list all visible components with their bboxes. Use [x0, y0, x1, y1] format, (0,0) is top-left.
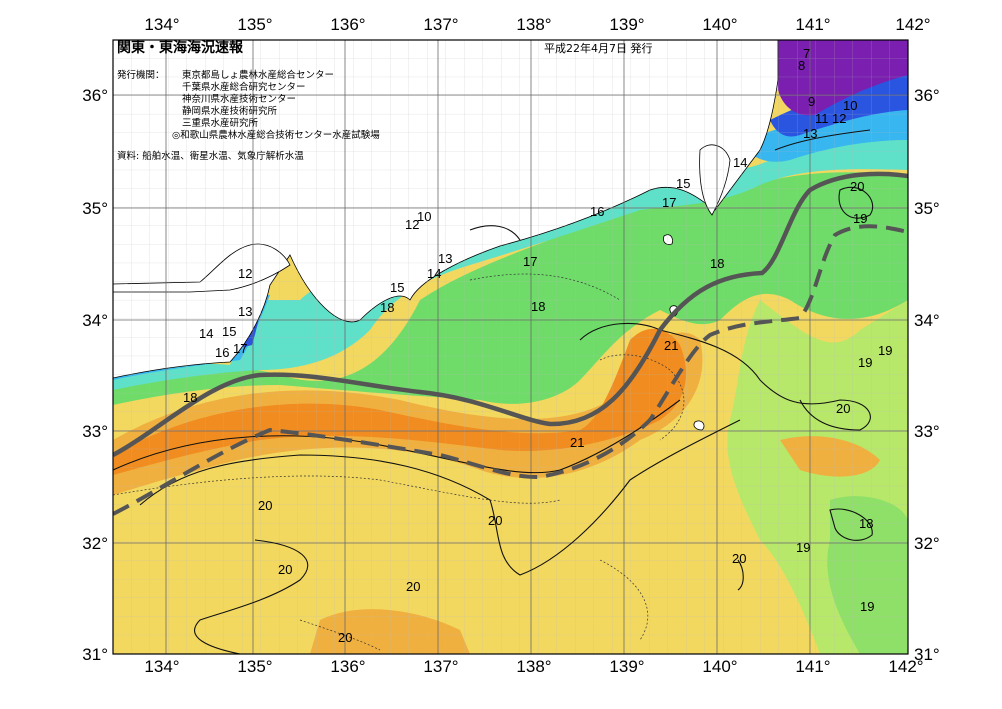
kuroshio-axis-current	[113, 171, 908, 457]
contour-label-16: 16	[215, 345, 229, 360]
lon-axis-bottom: 134° 135° 136° 137° 138° 139° 140° 141° …	[144, 657, 923, 676]
contour-label-9: 9	[808, 94, 815, 109]
contour-label-17: 17	[662, 195, 676, 210]
lat-tick-35-right: 35°	[914, 199, 940, 218]
lat-tick-34: 34°	[82, 311, 108, 330]
contour-label-19: 19	[860, 599, 874, 614]
lon-tick-139-bottom: 139°	[609, 657, 644, 676]
lat-tick-35: 35°	[82, 199, 108, 218]
contour-label-18: 18	[531, 299, 545, 314]
map-title: 関東・東海海況速報	[117, 39, 244, 56]
contour-label-15: 15	[676, 176, 690, 191]
lon-tick-136: 136°	[330, 15, 365, 34]
lon-tick-136-bottom: 136°	[330, 657, 365, 676]
issuer-1: 東京都島しょ農林水産総合センター	[182, 69, 334, 81]
lat-axis-left: 36° 35° 34° 33° 32° 31°	[82, 86, 108, 664]
issuer-2: 千葉県水産総合研究センター	[182, 81, 306, 93]
contour-label-20: 20	[850, 179, 864, 194]
contour-label-13: 13	[238, 304, 252, 319]
contour-label-15: 15	[390, 280, 404, 295]
lon-tick-137: 137°	[423, 15, 458, 34]
lon-tick-139: 139°	[609, 15, 644, 34]
lat-tick-32-right: 32°	[914, 534, 940, 553]
contour-label-8: 8	[798, 58, 805, 73]
lon-tick-142: 142°	[895, 15, 930, 34]
contour-label-15: 15	[222, 324, 236, 339]
contour-label-14: 14	[733, 155, 747, 170]
contour-labels: 7 8 9 10 11 12 13 14 15 16 17 18 20 19 1…	[183, 46, 892, 645]
contour-label-10: 10	[843, 98, 857, 113]
lon-tick-141-bottom: 141°	[795, 657, 830, 676]
contour-label-12: 12	[405, 217, 419, 232]
lat-tick-33: 33°	[82, 422, 108, 441]
lon-tick-140: 140°	[702, 15, 737, 34]
contour-label-18: 18	[859, 516, 873, 531]
graticule	[113, 40, 908, 654]
contour-label-11: 11	[815, 111, 829, 126]
contour-label-12: 12	[832, 111, 846, 126]
issue-date: 平成22年4月7日 発行	[544, 41, 653, 55]
lat-axis-right: 36° 35° 34° 33° 32° 31°	[914, 86, 940, 664]
isotherms-dotted	[113, 273, 685, 651]
contour-label-12: 12	[238, 266, 252, 281]
lat-tick-36: 36°	[82, 86, 108, 105]
contour-label-14: 14	[427, 266, 441, 281]
contour-label-20: 20	[258, 498, 272, 513]
contour-label-10: 10	[417, 209, 431, 224]
contour-label-20: 20	[732, 551, 746, 566]
contour-label-17: 17	[523, 254, 537, 269]
contour-label-21: 21	[570, 435, 584, 450]
contour-label-19: 19	[858, 355, 872, 370]
lon-tick-141: 141°	[795, 15, 830, 34]
issuer-5: 三重県水産研究所	[182, 117, 259, 129]
lat-tick-31: 31°	[82, 645, 108, 664]
contour-label-7: 7	[803, 46, 810, 61]
contour-label-19: 19	[853, 211, 867, 226]
contour-label-18: 18	[710, 256, 724, 271]
contour-label-21: 21	[664, 338, 678, 353]
contour-label-14: 14	[199, 326, 213, 341]
contour-label-18: 18	[380, 300, 394, 315]
contour-label-16: 16	[590, 204, 604, 219]
map-plot-area: 7 8 9 10 11 12 13 14 15 16 17 18 20 19 1…	[113, 40, 908, 654]
map-frame	[112, 39, 909, 655]
issuer-4: 静岡県水産技術研究所	[182, 105, 278, 117]
contour-label-20: 20	[278, 562, 292, 577]
issuer-label: 発行機関：	[117, 69, 165, 81]
contour-label-13: 13	[803, 126, 817, 141]
lon-tick-138: 138°	[516, 15, 551, 34]
lon-tick-137-bottom: 137°	[423, 657, 458, 676]
contour-label-13: 13	[438, 251, 452, 266]
issuer-6: ◎和歌山県農林水産総合技術センター水産試験場	[172, 129, 380, 141]
lon-tick-135-bottom: 135°	[237, 657, 272, 676]
lon-tick-134: 134°	[144, 15, 179, 34]
lat-tick-32: 32°	[82, 534, 108, 553]
lat-tick-33-right: 33°	[914, 422, 940, 441]
contour-label-20: 20	[338, 630, 352, 645]
lat-tick-34-right: 34°	[914, 311, 940, 330]
lon-tick-135: 135°	[237, 15, 272, 34]
kuroshio-axis-average	[113, 224, 908, 516]
data-source: 資料: 船舶水温、衛星水温、気象庁解析水温	[117, 150, 304, 162]
lon-tick-140-bottom: 140°	[702, 657, 737, 676]
issuer-3: 神奈川県水産技術センター	[182, 93, 296, 105]
lon-tick-134-bottom: 134°	[144, 657, 179, 676]
lat-tick-31-right: 31°	[914, 645, 940, 664]
lat-tick-36-right: 36°	[914, 86, 940, 105]
contour-label-17: 17	[233, 341, 247, 356]
contour-label-20: 20	[836, 401, 850, 416]
lon-axis-top: 134° 135° 136° 137° 138° 139° 140° 141° …	[144, 15, 930, 34]
map-header: 関東・東海海況速報 平成22年4月7日 発行 発行機関： 東京都島しょ農林水産総…	[117, 39, 653, 162]
contour-label-18: 18	[183, 390, 197, 405]
contour-label-19: 19	[878, 343, 892, 358]
lon-tick-142-bottom: 142°	[888, 657, 923, 676]
lon-tick-138-bottom: 138°	[516, 657, 551, 676]
contour-label-20: 20	[488, 513, 502, 528]
contour-label-20: 20	[406, 579, 420, 594]
contour-label-19: 19	[796, 540, 810, 555]
